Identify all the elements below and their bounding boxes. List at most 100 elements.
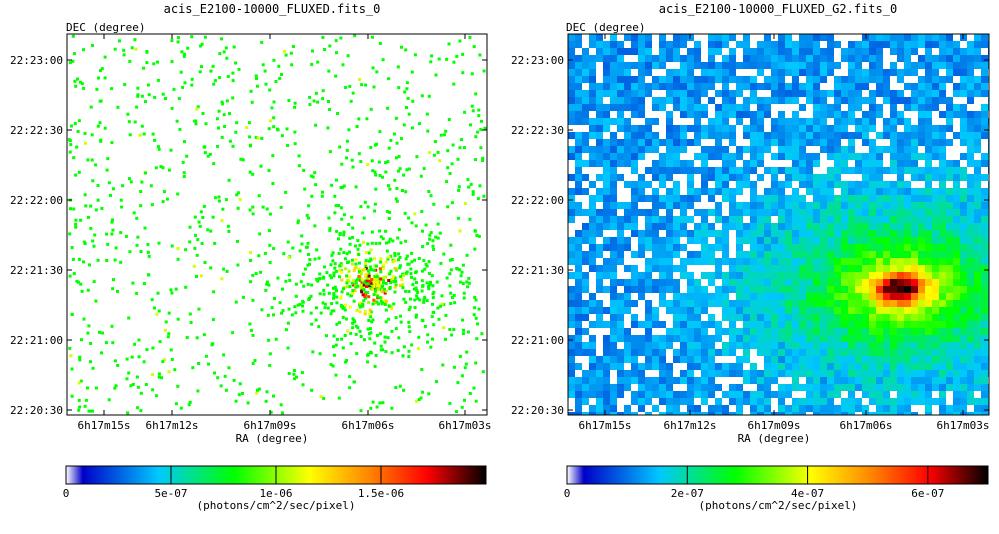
emission-cell xyxy=(757,174,764,181)
emission-cell xyxy=(757,118,764,125)
emission-cell xyxy=(687,244,694,251)
photon-pixel xyxy=(111,228,115,232)
photon-pixel xyxy=(281,287,284,291)
emission-cell xyxy=(610,363,617,370)
photon-pixel xyxy=(328,108,332,111)
emission-cell xyxy=(729,167,736,174)
emission-cell xyxy=(925,300,932,307)
emission-cell xyxy=(953,314,960,321)
photon-pixel xyxy=(481,370,485,374)
photon-pixel xyxy=(83,193,87,197)
emission-cell xyxy=(932,34,939,41)
photon-pixel xyxy=(166,335,170,339)
emission-cell xyxy=(897,111,904,118)
emission-cell xyxy=(673,111,680,118)
emission-cell xyxy=(848,202,855,209)
photon-pixel xyxy=(472,313,476,317)
photon-pixel xyxy=(279,205,283,209)
emission-cell xyxy=(750,265,757,272)
emission-cell xyxy=(869,377,876,384)
photon-pixel xyxy=(341,315,345,319)
emission-cell xyxy=(638,363,645,370)
emission-cell xyxy=(813,307,820,314)
emission-cell xyxy=(799,251,806,258)
emission-cell xyxy=(953,209,960,216)
emission-cell xyxy=(953,125,960,132)
photon-pixel xyxy=(227,366,231,370)
emission-cell xyxy=(939,146,946,153)
emission-cell xyxy=(582,363,589,370)
photon-pixel xyxy=(318,292,322,296)
emission-cell xyxy=(778,160,785,167)
photon-pixel xyxy=(367,276,371,280)
emission-cell xyxy=(589,356,596,363)
emission-cell xyxy=(848,370,855,377)
emission-cell xyxy=(918,55,925,62)
photon-pixel xyxy=(291,246,295,250)
photon-pixel xyxy=(422,259,426,263)
emission-cell xyxy=(764,265,771,272)
photon-pixel xyxy=(334,343,338,347)
emission-cell xyxy=(750,146,757,153)
photon-pixel xyxy=(327,69,331,73)
photon-pixel xyxy=(113,258,117,262)
emission-cell xyxy=(666,384,673,391)
emission-cell xyxy=(911,153,918,160)
photon-pixel xyxy=(423,324,427,328)
emission-cell xyxy=(904,195,911,202)
emission-cell xyxy=(897,209,904,216)
emission-cell xyxy=(757,328,764,335)
emission-cell xyxy=(876,174,883,181)
emission-cell xyxy=(701,265,708,272)
emission-cell xyxy=(736,363,743,370)
photon-pixel xyxy=(471,190,475,194)
emission-cell xyxy=(771,405,778,412)
emission-cell xyxy=(946,146,953,153)
emission-cell xyxy=(673,104,680,111)
emission-cell xyxy=(890,279,897,286)
emission-cell xyxy=(659,286,666,293)
emission-cell xyxy=(596,349,603,356)
emission-cell xyxy=(701,335,708,342)
emission-cell xyxy=(624,132,631,139)
emission-cell xyxy=(771,300,778,307)
emission-cell xyxy=(680,300,687,307)
emission-cell xyxy=(568,293,575,300)
photon-pixel xyxy=(318,272,322,276)
emission-cell xyxy=(617,125,624,132)
photon-pixel xyxy=(398,167,402,171)
emission-cell xyxy=(610,181,617,188)
photon-pixel xyxy=(346,292,350,296)
emission-cell xyxy=(750,48,757,55)
emission-cell xyxy=(876,342,883,349)
photon-pixel xyxy=(330,309,334,313)
emission-cell xyxy=(631,356,638,363)
emission-cell xyxy=(680,279,687,286)
emission-cell xyxy=(708,125,715,132)
photon-pixel xyxy=(182,171,186,175)
emission-cell xyxy=(575,153,582,160)
emission-cell xyxy=(855,223,862,230)
emission-cell xyxy=(792,300,799,307)
emission-cell xyxy=(925,209,932,216)
photon-pixel xyxy=(119,260,123,264)
emission-cell xyxy=(701,230,708,237)
emission-cell xyxy=(652,174,659,181)
photon-pixel xyxy=(290,63,294,67)
photon-pixel xyxy=(354,324,358,328)
emission-cell xyxy=(687,146,694,153)
emission-cell xyxy=(981,391,988,398)
emission-cell xyxy=(694,97,701,104)
emission-cell xyxy=(960,48,967,55)
emission-cell xyxy=(624,181,631,188)
emission-cell xyxy=(953,62,960,69)
emission-cell xyxy=(848,125,855,132)
emission-cell xyxy=(743,314,750,321)
emission-cell xyxy=(771,104,778,111)
emission-cell xyxy=(806,356,813,363)
emission-cell xyxy=(638,216,645,223)
photon-pixel xyxy=(130,355,134,359)
emission-cell xyxy=(974,188,981,195)
emission-cell xyxy=(673,181,680,188)
emission-cell xyxy=(848,111,855,118)
